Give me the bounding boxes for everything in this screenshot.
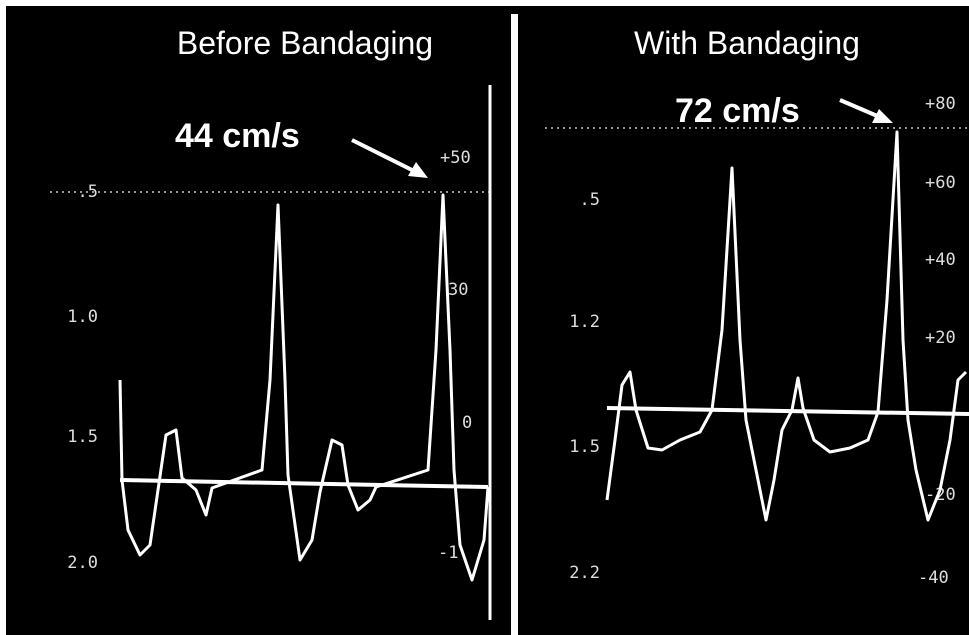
scale-label: +80 xyxy=(925,94,956,114)
scale-label: .5 xyxy=(580,190,600,210)
scale-label: 1.5 xyxy=(67,427,98,447)
scale-label: 2.0 xyxy=(67,553,98,573)
panel-title: Before Bandaging xyxy=(177,25,433,61)
scale-label: +40 xyxy=(925,250,956,270)
scale-label: 1.0 xyxy=(67,307,98,327)
annotation: 44 cm/s xyxy=(175,117,300,155)
scale-label: 30 xyxy=(448,280,468,300)
scale-label: +20 xyxy=(925,328,956,348)
scale-label: 1.5 xyxy=(569,437,600,457)
scale-label: +60 xyxy=(925,173,956,193)
figure: Before Bandaging .5 1.0 1.5 2.0 +50 30 0… xyxy=(0,0,969,635)
scale-label: -40 xyxy=(918,568,949,588)
divider xyxy=(511,14,518,635)
scale-label: 1.2 xyxy=(569,312,600,332)
scale-label: 2.2 xyxy=(569,563,600,583)
scale-label: .5 xyxy=(78,182,98,202)
annotation: 72 cm/s xyxy=(675,92,800,130)
scale-label: 0 xyxy=(462,413,472,433)
scale-label: -1 xyxy=(438,543,458,563)
scale-label: +50 xyxy=(440,148,471,168)
panel-title: With Bandaging xyxy=(634,25,860,61)
